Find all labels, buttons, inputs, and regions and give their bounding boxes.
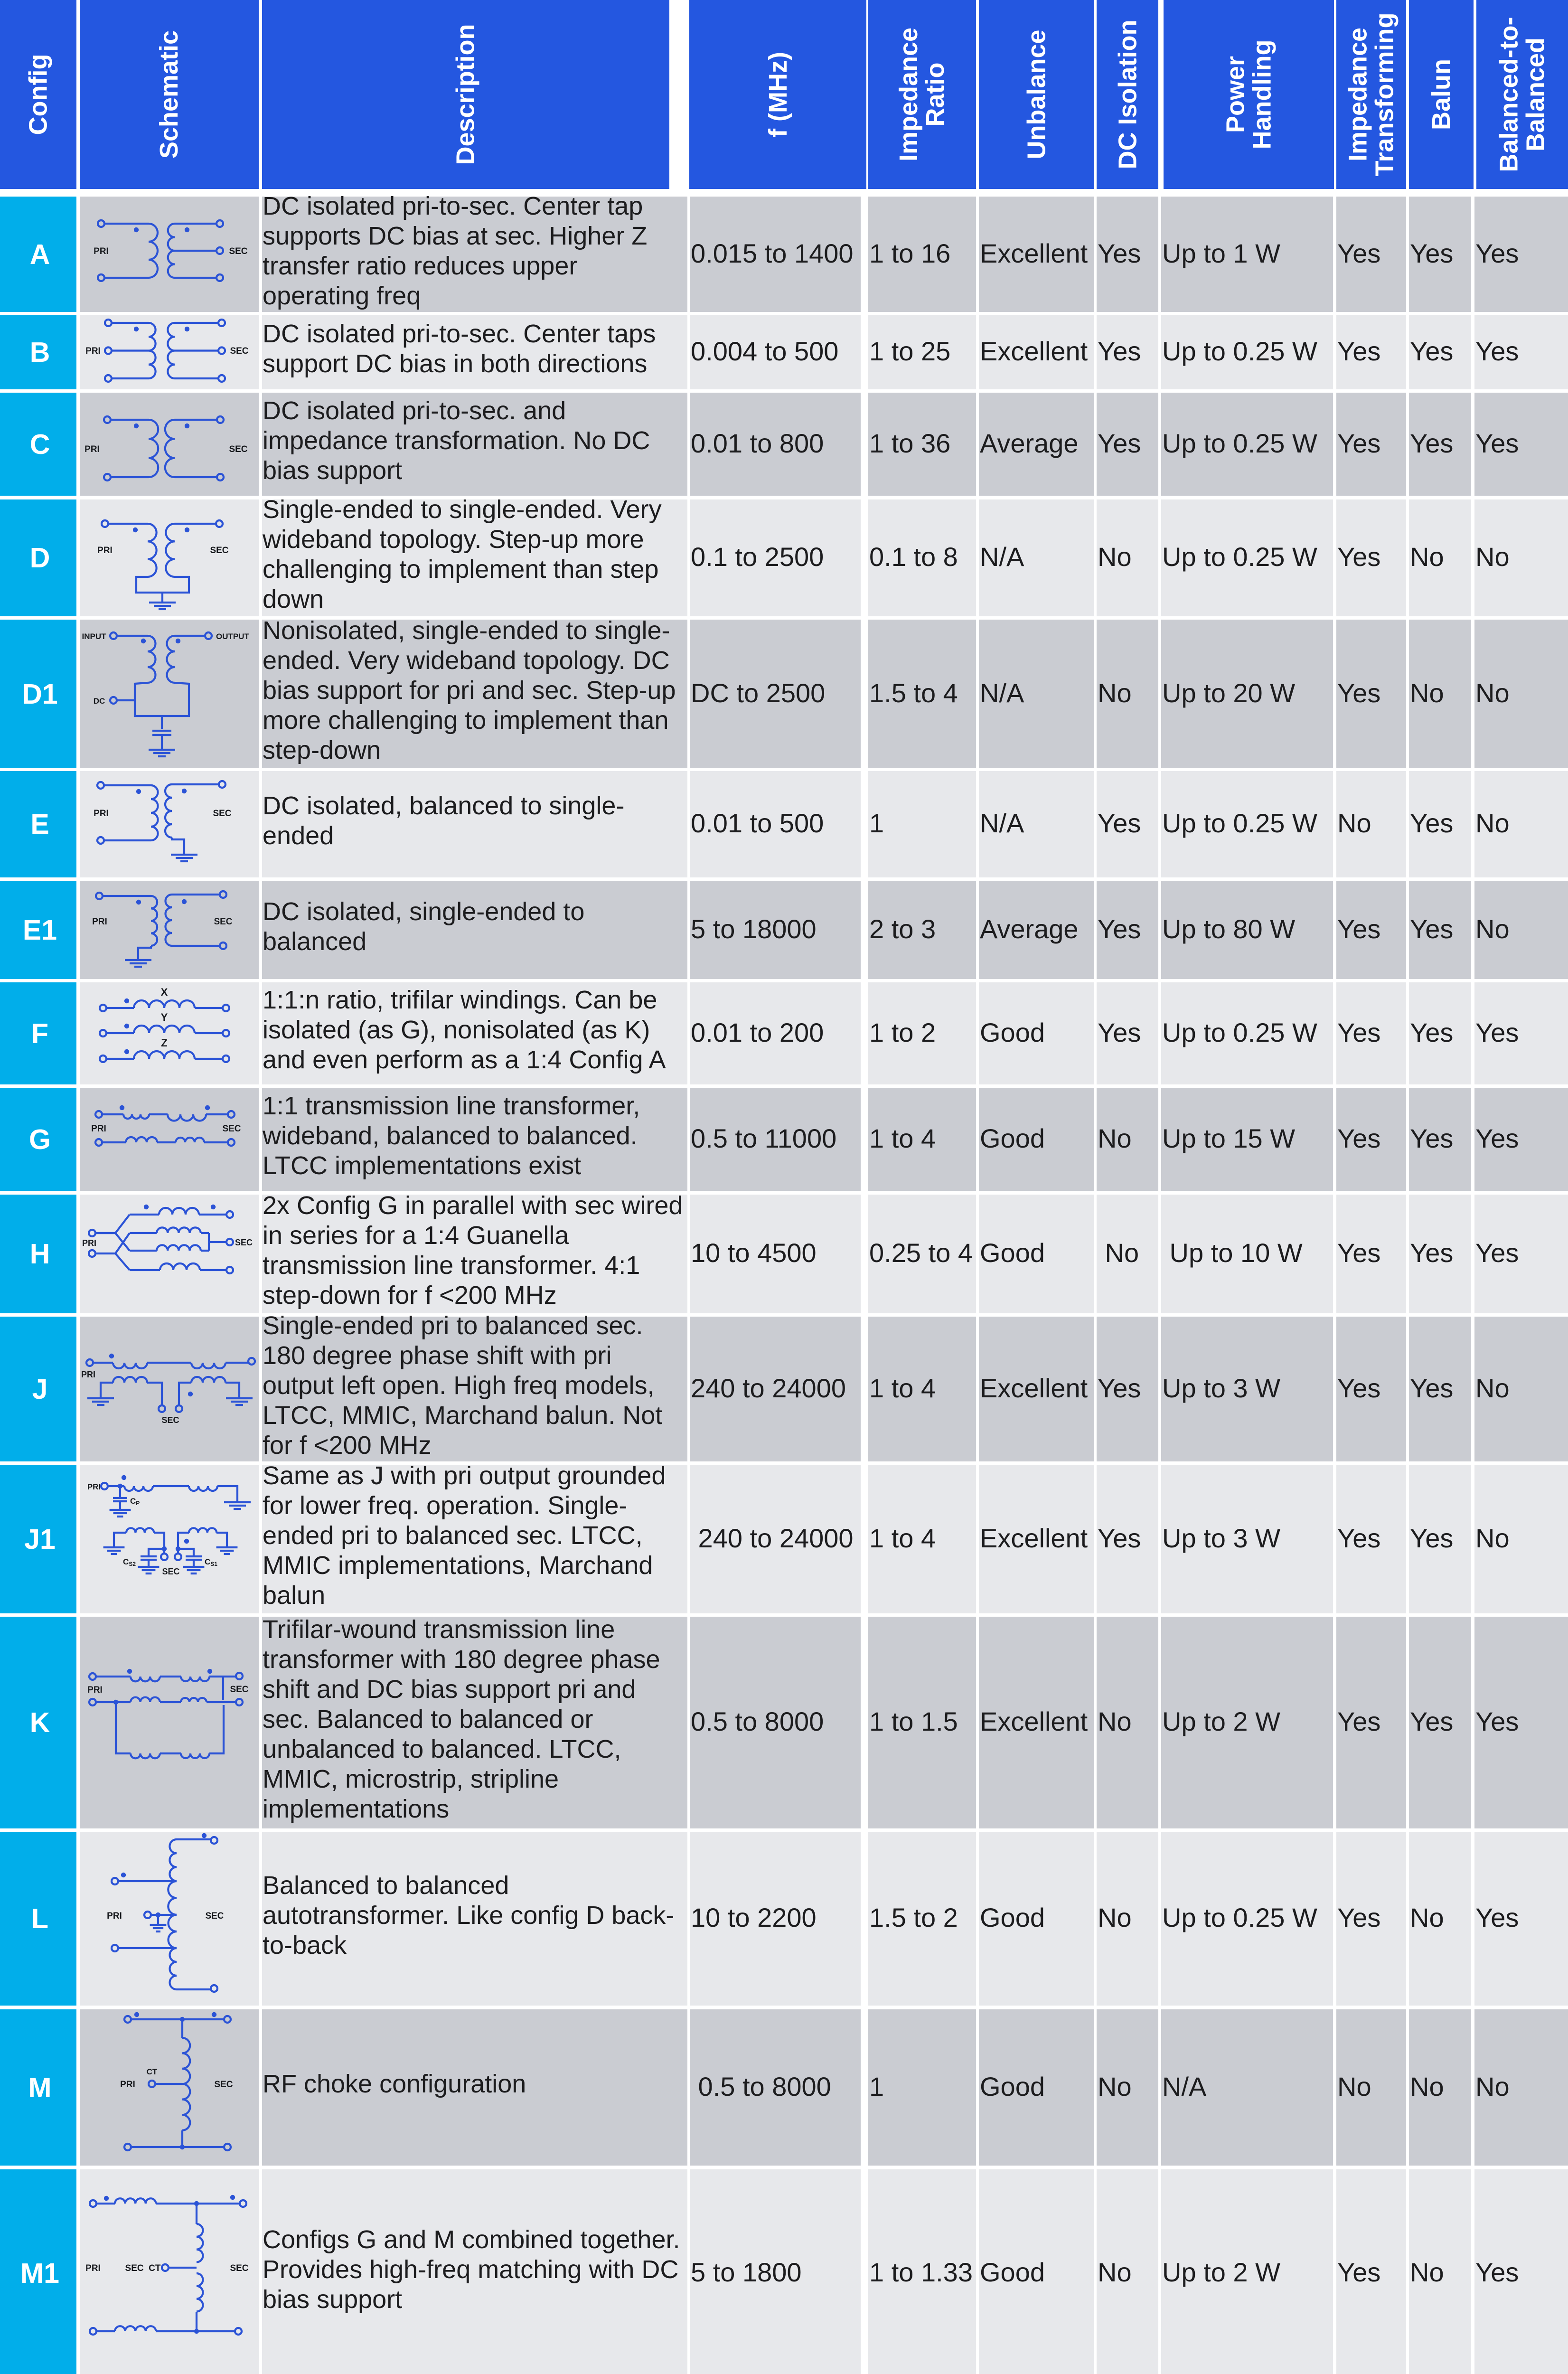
svg-text:SEC: SEC <box>222 1124 241 1134</box>
svg-text:PRI: PRI <box>92 917 107 927</box>
svg-text:SEC: SEC <box>213 809 231 819</box>
svg-text:CP: CP <box>130 1497 140 1507</box>
svg-text:SEC: SEC <box>161 1415 179 1425</box>
svg-text:DC: DC <box>94 697 105 706</box>
svg-text:PRI: PRI <box>81 1370 95 1379</box>
svg-text:SEC: SEC <box>229 246 247 256</box>
svg-text:SEC: SEC <box>214 917 232 927</box>
svg-text:SEC: SEC <box>230 1685 248 1695</box>
svg-text:SEC: SEC <box>205 1911 224 1921</box>
svg-text:PRI: PRI <box>94 809 109 819</box>
svg-text:PRI: PRI <box>82 1238 96 1248</box>
svg-text:CS2: CS2 <box>123 1557 136 1567</box>
svg-text:PRI: PRI <box>107 1911 122 1921</box>
svg-text:PRI: PRI <box>120 2080 135 2090</box>
svg-text:SEC: SEC <box>210 546 228 556</box>
svg-text:INPUT: INPUT <box>82 632 107 641</box>
svg-text:PRI: PRI <box>87 1685 103 1695</box>
svg-text:PRI: PRI <box>87 1482 101 1491</box>
svg-text:SEC: SEC <box>235 1238 253 1247</box>
svg-text:SEC CT: SEC CT <box>125 2263 161 2273</box>
svg-text:X: X <box>161 986 168 998</box>
svg-text:OUTPUT: OUTPUT <box>216 632 250 641</box>
svg-text:PRI: PRI <box>85 444 100 454</box>
svg-text:Z: Z <box>161 1037 167 1049</box>
svg-text:PRI: PRI <box>97 546 113 556</box>
svg-text:SEC: SEC <box>230 346 248 356</box>
svg-text:PRI: PRI <box>85 2263 101 2273</box>
svg-text:SEC: SEC <box>214 2080 233 2090</box>
svg-text:PRI: PRI <box>85 346 101 356</box>
svg-text:CT: CT <box>147 2067 158 2076</box>
svg-text:SEC: SEC <box>229 444 247 454</box>
svg-text:PRI: PRI <box>94 246 109 256</box>
svg-text:CS1: CS1 <box>205 1557 217 1567</box>
svg-text:SEC: SEC <box>230 2263 248 2273</box>
svg-text:SEC: SEC <box>162 1567 179 1576</box>
svg-text:PRI: PRI <box>91 1124 106 1134</box>
svg-text:Y: Y <box>161 1011 168 1023</box>
